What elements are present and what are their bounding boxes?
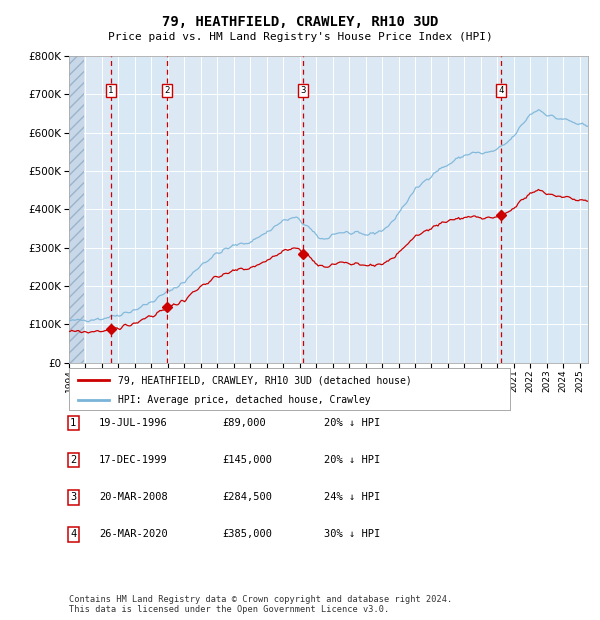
Text: £284,500: £284,500 — [222, 492, 272, 502]
Text: 30% ↓ HPI: 30% ↓ HPI — [324, 529, 380, 539]
Text: Price paid vs. HM Land Registry's House Price Index (HPI): Price paid vs. HM Land Registry's House … — [107, 32, 493, 42]
Text: HPI: Average price, detached house, Crawley: HPI: Average price, detached house, Craw… — [118, 395, 370, 405]
Text: 1: 1 — [108, 86, 113, 95]
Text: 3: 3 — [301, 86, 306, 95]
Text: 3: 3 — [70, 492, 76, 502]
Text: 4: 4 — [70, 529, 76, 539]
Bar — [111, 56, 167, 363]
Text: 79, HEATHFIELD, CRAWLEY, RH10 3UD (detached house): 79, HEATHFIELD, CRAWLEY, RH10 3UD (detac… — [118, 375, 411, 385]
Text: 4: 4 — [499, 86, 504, 95]
Text: 19-JUL-1996: 19-JUL-1996 — [99, 418, 168, 428]
Text: 17-DEC-1999: 17-DEC-1999 — [99, 455, 168, 465]
Text: 20% ↓ HPI: 20% ↓ HPI — [324, 418, 380, 428]
Text: 20% ↓ HPI: 20% ↓ HPI — [324, 455, 380, 465]
Text: 26-MAR-2020: 26-MAR-2020 — [99, 529, 168, 539]
Text: 2: 2 — [70, 455, 76, 465]
Text: £385,000: £385,000 — [222, 529, 272, 539]
Text: Contains HM Land Registry data © Crown copyright and database right 2024.: Contains HM Land Registry data © Crown c… — [69, 595, 452, 604]
Bar — [69, 56, 84, 363]
Text: 24% ↓ HPI: 24% ↓ HPI — [324, 492, 380, 502]
Bar — [501, 56, 588, 363]
Text: £89,000: £89,000 — [222, 418, 266, 428]
Text: 2: 2 — [164, 86, 170, 95]
Text: 1: 1 — [70, 418, 76, 428]
Text: 20-MAR-2008: 20-MAR-2008 — [99, 492, 168, 502]
Text: 79, HEATHFIELD, CRAWLEY, RH10 3UD: 79, HEATHFIELD, CRAWLEY, RH10 3UD — [162, 16, 438, 30]
Text: This data is licensed under the Open Government Licence v3.0.: This data is licensed under the Open Gov… — [69, 604, 389, 614]
Text: £145,000: £145,000 — [222, 455, 272, 465]
